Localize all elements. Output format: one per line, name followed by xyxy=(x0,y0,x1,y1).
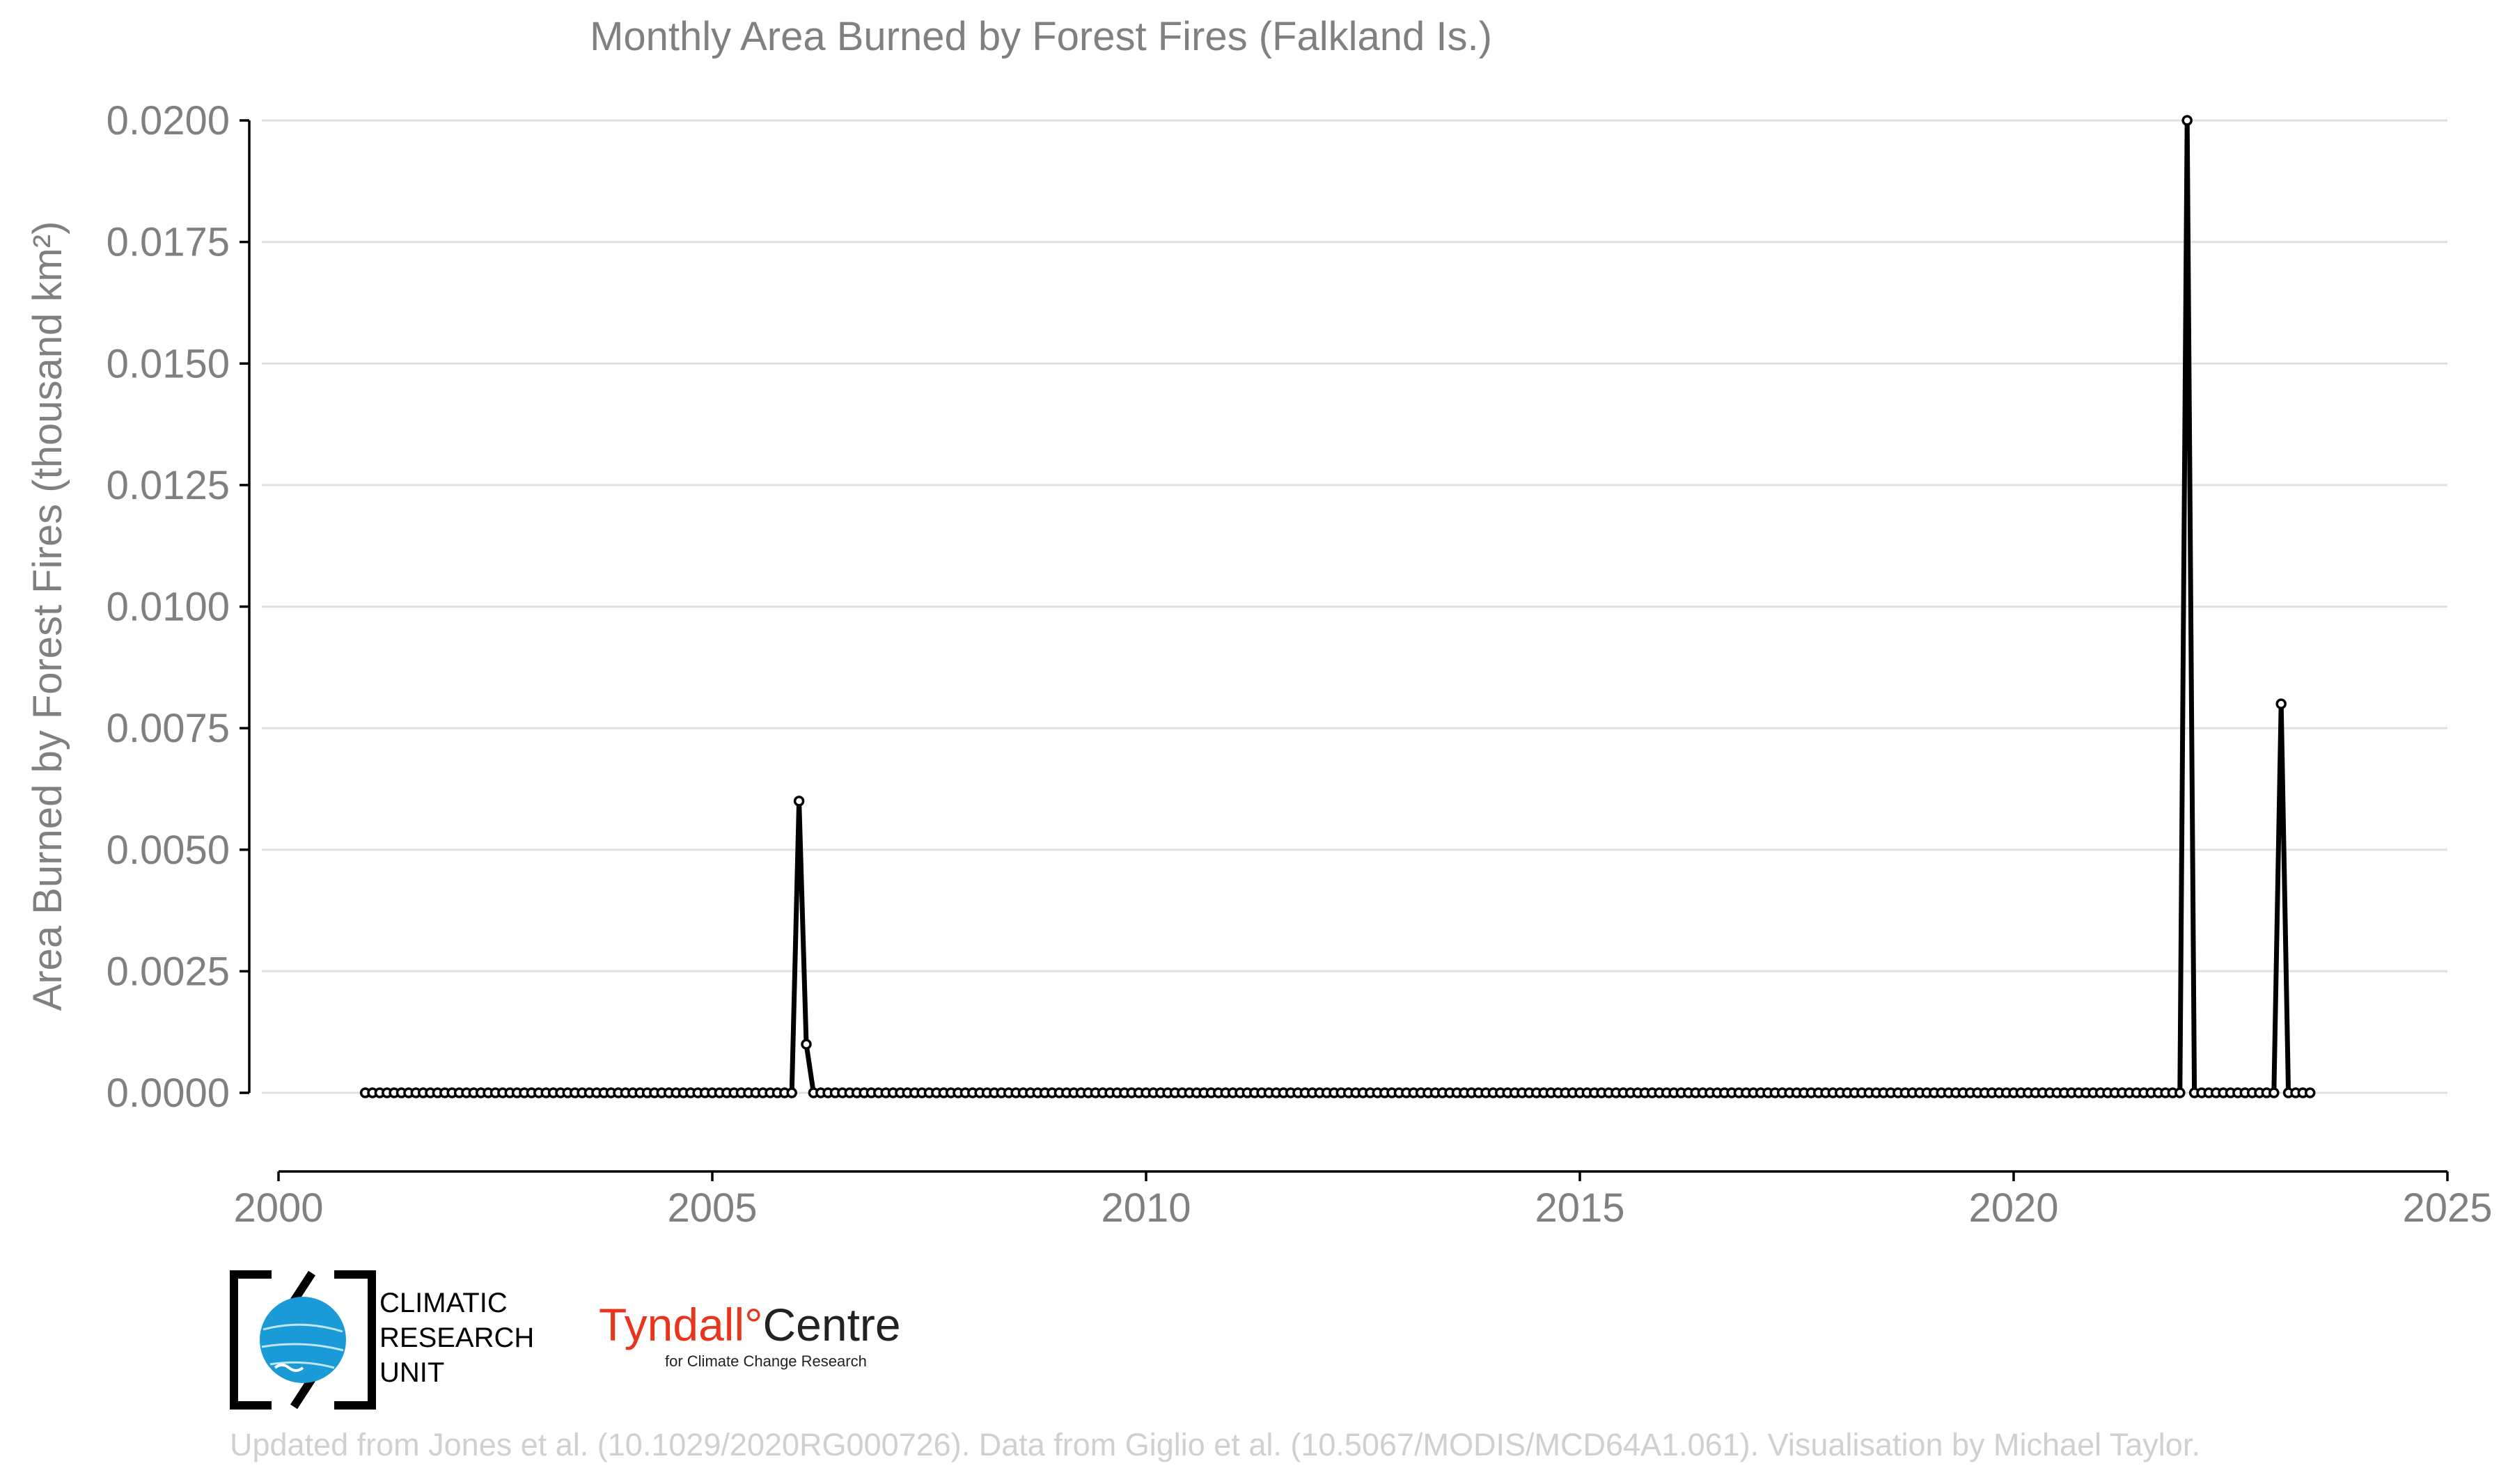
y-tick-label: 0.0150 xyxy=(107,341,230,386)
data-point xyxy=(2275,698,2287,709)
y-tick-label: 0.0000 xyxy=(107,1071,230,1116)
data-point xyxy=(793,796,805,807)
data-point xyxy=(801,1039,812,1050)
cru-logo: CLIMATIC RESEARCH UNIT xyxy=(230,1270,585,1410)
y-tick-label: 0.0175 xyxy=(107,220,230,265)
y-tick-label: 0.0025 xyxy=(107,949,230,994)
footer-credits: Updated from Jones et al. (10.1029/2020R… xyxy=(230,1427,2200,1462)
tyndall-logo: Tyndall°Centre for Climate Change Resear… xyxy=(599,1298,901,1375)
grid-lines xyxy=(262,119,2447,1094)
x-tick-label: 2020 xyxy=(1968,1185,2058,1231)
x-tick-label: 2015 xyxy=(1535,1185,1624,1231)
chart-title: Monthly Area Burned by Forest Fires (Fal… xyxy=(590,14,1492,59)
x-tick-label: 2005 xyxy=(667,1185,757,1231)
x-axis: 2000 2005 2010 2015 2020 2025 xyxy=(233,1170,2493,1231)
data-point xyxy=(2174,1087,2186,1098)
x-tick-label: 2010 xyxy=(1101,1185,1191,1231)
y-tick-label: 0.0050 xyxy=(107,828,230,873)
y-axis: 0.0000 0.0025 0.0050 0.0075 0.0100 0.0125 0.01… xyxy=(107,98,251,1116)
x-tick-label: 2025 xyxy=(2402,1185,2492,1231)
tyndall-subtitle: for Climate Change Research xyxy=(665,1352,867,1370)
x-tick-label: 2000 xyxy=(233,1185,323,1231)
y-tick-label: 0.0200 xyxy=(107,98,230,143)
data-point xyxy=(2181,115,2193,126)
cru-text: CLIMATIC RESEARCH UNIT xyxy=(379,1286,534,1390)
cru-globe-icon xyxy=(230,1270,376,1410)
tyndall-centre: Centre xyxy=(762,1299,901,1350)
y-tick-label: 0.0125 xyxy=(107,463,230,508)
series-line xyxy=(359,115,2316,1098)
cru-line-1: CLIMATIC xyxy=(379,1288,508,1318)
tyndall-name: Tyndall° xyxy=(599,1299,763,1350)
y-axis-label: Area Burned by Forest Fires (thousand km… xyxy=(25,221,70,1011)
cru-line-3: UNIT xyxy=(379,1357,445,1388)
data-point xyxy=(2304,1087,2316,1098)
cru-line-2: RESEARCH xyxy=(379,1323,535,1353)
data-point xyxy=(2268,1087,2280,1098)
y-tick-label: 0.0100 xyxy=(107,585,230,630)
y-tick-label: 0.0075 xyxy=(107,706,230,751)
data-point xyxy=(786,1087,797,1098)
